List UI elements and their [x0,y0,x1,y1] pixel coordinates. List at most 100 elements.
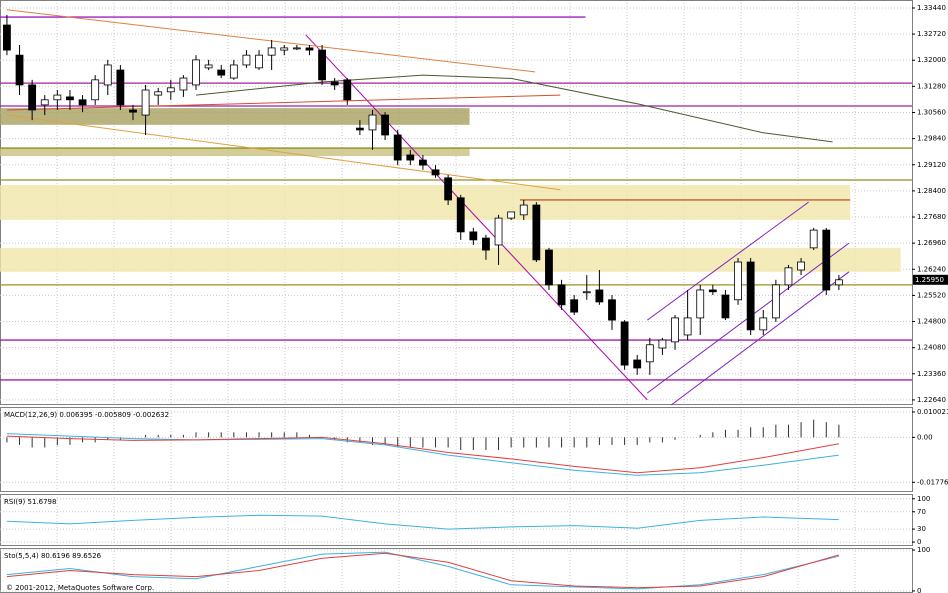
candle-body [771,284,780,319]
candle-body [784,267,793,286]
panel-frame [0,494,913,546]
panel-title: Sto(5,5,4) 80.6196 89.6526 [4,552,102,560]
candle-body [368,114,377,131]
candle-body [759,317,768,331]
candle-body [78,99,87,106]
indicator-line [6,551,840,590]
candle-body [40,99,49,106]
y-tick-label: 1.27680 [917,213,946,221]
indicator-line [6,435,839,474]
y-tick-label: 100 [917,495,930,503]
zone [0,185,851,220]
y-tick-label: 1.22640 [917,396,946,404]
candle-body [91,79,100,101]
candle-body [683,317,692,336]
candle-body [482,237,490,251]
candle-body [141,89,150,116]
y-tick-label: 30 [917,525,926,533]
y-tick-label: 1.26240 [917,265,946,273]
candle-body [708,289,717,293]
panel-title: MACD(12,26,9) 0.006395 -0.005809 -0.0026… [4,411,169,419]
zone [0,108,470,125]
y-tick-label: 70 [917,508,926,516]
candle-body [355,127,364,131]
candle-body [393,134,402,161]
y-tick-label: 1.32000 [917,56,946,64]
indicator-line [6,514,839,530]
candle-body [494,217,503,246]
candle-body [834,279,843,286]
trendline [6,114,561,191]
zone [0,148,470,157]
candle-body [557,284,566,306]
y-tick-label: 0.010021 [917,408,948,416]
footer: © 2001-2012, MetaQuotes Software Corp. [6,584,154,592]
vertical-grid [56,0,856,593]
candle-body [507,211,516,219]
indicator-line [6,552,840,589]
candle-body [204,64,213,69]
candle-body [645,344,654,363]
candle-body [734,261,742,301]
candle-body [532,204,541,261]
candle-body [469,231,478,241]
candle-body [292,47,301,50]
trendline [305,34,648,401]
y-tick-label: 1.24800 [917,318,946,326]
y-tick-label: 1.23360 [917,370,946,378]
y-tick-label: 1.28400 [917,187,946,195]
candle-body [545,249,553,286]
y-tick-label: 1.26960 [917,239,946,247]
candle-body [3,24,11,51]
candle-body [66,96,74,101]
y-tick-label: 100 [917,546,930,554]
candle-body [519,204,528,216]
candle-body [570,299,579,313]
candle-body [633,359,642,369]
candle-body [721,294,730,319]
trendline [647,201,809,321]
candle-body [53,94,62,101]
candle-body [822,229,831,291]
y-tick-label: 0 [917,587,921,593]
candle-body [746,261,755,331]
candle-body [809,229,818,249]
candle-body [419,159,427,166]
candle-body [381,114,389,136]
trendline [6,9,536,73]
candle-body [154,91,163,96]
candle-body [595,289,604,303]
candle-body [797,261,805,271]
trendline [670,271,850,406]
candle-body [28,84,37,111]
y-tick-label: 1.24080 [917,344,946,352]
candle-body [582,291,591,294]
candle-body [229,64,238,79]
candle-body [192,59,200,86]
trendline [6,94,561,111]
candle-body [267,47,276,56]
candle-body [255,54,263,69]
y-tick-label: 1.32720 [917,30,946,38]
candle-body [166,87,175,93]
y-tick-label: -0.01776 [917,478,948,486]
y-tick-label: 1.30560 [917,109,946,117]
candle-body [696,289,705,319]
candle-body [179,77,188,91]
candle-body [305,47,314,51]
panel-title: RSI(9) 51.6798 [4,498,56,506]
indicator-line [6,433,839,476]
candle-body [671,317,679,343]
candle-body [242,54,251,66]
y-tick-label: 1.29120 [917,161,946,169]
y-tick-label: 1.33440 [917,4,946,12]
candle-body [608,299,616,321]
candle-body [15,54,24,86]
y-tick-label: 0 [917,538,921,546]
candle-body [217,69,226,76]
current-price-box [913,274,948,285]
candle-body [103,64,112,86]
panel-frame [0,407,913,492]
candle-body [431,169,440,176]
